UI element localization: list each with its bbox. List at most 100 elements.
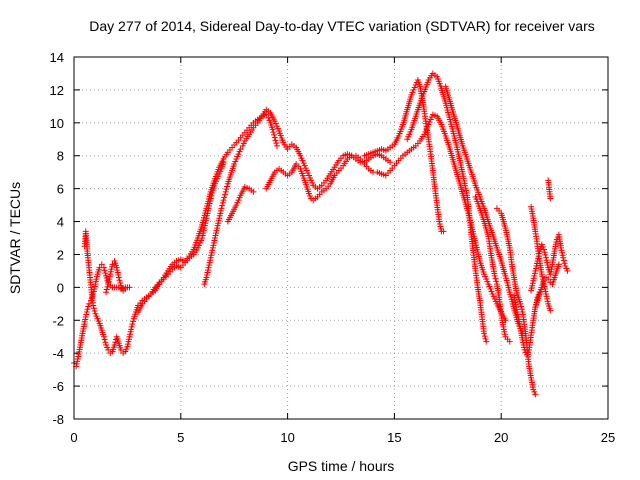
data-point	[104, 283, 111, 290]
data-point	[223, 186, 230, 193]
data-point	[130, 318, 137, 325]
data-point	[219, 199, 226, 206]
data-point	[207, 195, 214, 202]
data-point	[224, 183, 231, 190]
data-point	[109, 261, 116, 268]
data-point	[547, 195, 554, 202]
data-point	[115, 274, 122, 281]
data-point	[237, 146, 244, 153]
data-point	[85, 300, 92, 307]
data-point	[101, 267, 108, 274]
data-point	[387, 159, 394, 166]
data-point	[126, 284, 133, 291]
data-point	[481, 330, 488, 337]
data-point	[481, 333, 488, 340]
data-point	[84, 306, 91, 313]
y-tick-label: 12	[50, 83, 64, 98]
data-point	[102, 270, 109, 277]
data-point	[440, 228, 447, 235]
data-point	[91, 307, 98, 314]
data-point	[208, 192, 215, 199]
x-tick-label: 10	[280, 430, 294, 445]
data-point	[102, 339, 109, 346]
y-tick-label: 8	[57, 149, 64, 164]
ticks-layer: 0 5 10 15 20 25 -8 -6 -4 -2 0 2 4 6 8 10 12 14	[50, 50, 616, 445]
data-point	[112, 339, 119, 346]
grid-layer	[74, 57, 608, 419]
data-point	[483, 338, 490, 345]
y-tick-label: 2	[57, 247, 64, 262]
data-point	[561, 260, 568, 267]
data-point	[111, 341, 118, 348]
data-point	[270, 129, 277, 136]
y-tick-label: 10	[50, 116, 64, 131]
data-point	[493, 278, 500, 285]
y-axis-label: SDTVAR / TECUs	[7, 182, 23, 294]
x-tick-label: 20	[494, 430, 508, 445]
y-tick-label: 0	[57, 280, 64, 295]
data-point	[222, 188, 229, 195]
data-point	[273, 142, 280, 149]
data-point	[103, 286, 110, 293]
data-point	[560, 254, 567, 261]
data-point	[129, 321, 136, 328]
data-point	[518, 303, 525, 310]
data-point	[117, 279, 124, 286]
y-tick-label: -8	[52, 412, 64, 427]
data-point	[117, 346, 124, 353]
data-point	[492, 275, 499, 282]
data-point	[100, 264, 107, 271]
plot-frame	[73, 56, 609, 420]
data-point	[547, 307, 554, 314]
data-point	[506, 338, 513, 345]
data-point	[273, 140, 280, 147]
data-point	[250, 188, 257, 195]
y-tick-label: -6	[52, 379, 64, 394]
data-point	[221, 191, 228, 198]
x-axis-label: GPS time / hours	[288, 458, 395, 474]
data-point	[482, 335, 489, 342]
y-tick-label: -2	[52, 313, 64, 328]
data-point	[272, 137, 279, 144]
data-point	[105, 346, 112, 353]
data-point	[491, 272, 498, 279]
data-point	[518, 306, 525, 313]
x-tick-label: 5	[177, 430, 184, 445]
data-point	[532, 391, 539, 398]
data-point	[271, 131, 278, 138]
y-tick-label: 14	[50, 50, 64, 65]
data-point	[271, 134, 278, 141]
x-tick-label: 15	[387, 430, 401, 445]
data-point	[128, 323, 135, 330]
data-point	[100, 333, 107, 340]
data-point	[542, 252, 549, 259]
data-point	[101, 336, 108, 343]
data-point	[560, 257, 567, 264]
data-point	[540, 277, 547, 284]
x-tick-label: 25	[601, 430, 615, 445]
data-point	[116, 277, 123, 284]
y-tick-label: -4	[52, 346, 64, 361]
data-point	[517, 300, 524, 307]
y-tick-label: 6	[57, 182, 64, 197]
y-tick-label: 4	[57, 215, 64, 230]
points-layer	[71, 70, 571, 398]
data-point	[219, 202, 226, 209]
data-point	[269, 126, 276, 133]
data-point	[90, 302, 97, 309]
x-tick-label: 0	[70, 430, 77, 445]
data-point	[90, 305, 97, 312]
data-point	[103, 289, 110, 296]
chart-title: Day 277 of 2014, Sidereal Day-to-day VTE…	[89, 18, 595, 34]
data-point	[220, 159, 227, 166]
data-point	[221, 194, 228, 201]
data-point	[564, 267, 571, 274]
data-point	[98, 261, 105, 268]
data-point	[209, 190, 216, 197]
data-point	[218, 205, 225, 212]
data-point	[540, 246, 547, 253]
data-point	[85, 303, 92, 310]
data-point	[220, 197, 227, 204]
